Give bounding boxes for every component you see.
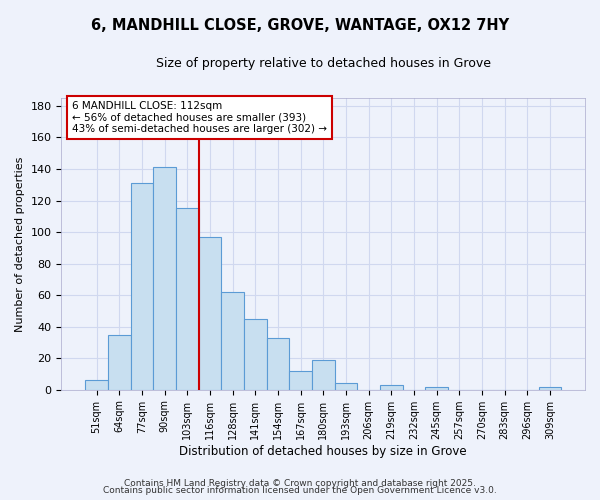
Bar (266, 338, 289, 390)
Bar (108, 334, 131, 390)
Bar (539, 386, 561, 390)
X-axis label: Distribution of detached houses by size in Grove: Distribution of detached houses by size … (179, 444, 467, 458)
Bar (131, 183, 153, 390)
Bar (199, 237, 221, 390)
Bar (221, 292, 244, 390)
Bar (153, 168, 176, 390)
Bar (335, 384, 357, 390)
Y-axis label: Number of detached properties: Number of detached properties (15, 156, 25, 332)
Bar (85, 380, 108, 390)
Bar (244, 319, 266, 390)
Bar (289, 371, 312, 390)
Text: Contains public sector information licensed under the Open Government Licence v3: Contains public sector information licen… (103, 486, 497, 495)
Bar (425, 386, 448, 390)
Text: Contains HM Land Registry data © Crown copyright and database right 2025.: Contains HM Land Registry data © Crown c… (124, 478, 476, 488)
Bar (380, 385, 403, 390)
Title: Size of property relative to detached houses in Grove: Size of property relative to detached ho… (156, 58, 491, 70)
Text: 6, MANDHILL CLOSE, GROVE, WANTAGE, OX12 7HY: 6, MANDHILL CLOSE, GROVE, WANTAGE, OX12 … (91, 18, 509, 32)
Bar (312, 360, 335, 390)
Text: 6 MANDHILL CLOSE: 112sqm
← 56% of detached houses are smaller (393)
43% of semi-: 6 MANDHILL CLOSE: 112sqm ← 56% of detach… (72, 101, 327, 134)
Bar (176, 208, 199, 390)
